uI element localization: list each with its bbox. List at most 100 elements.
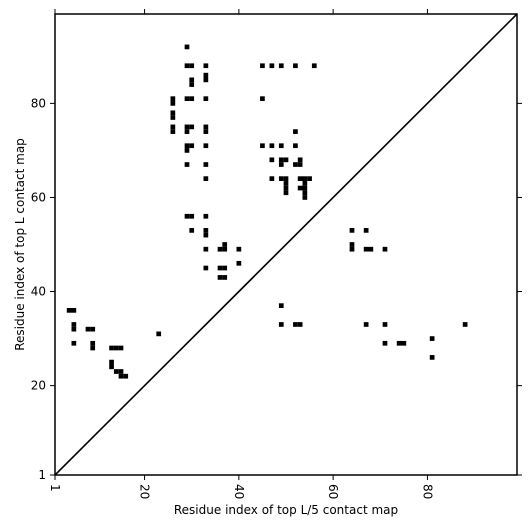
contact-point xyxy=(170,96,176,102)
contact-point xyxy=(293,63,298,69)
contact-point xyxy=(278,303,284,308)
contact-point xyxy=(293,129,298,134)
contact-point xyxy=(170,110,176,116)
contact-point xyxy=(283,157,289,163)
contact-point xyxy=(302,180,308,186)
contact-point xyxy=(189,77,195,83)
contact-point xyxy=(203,232,209,238)
contact-point xyxy=(90,326,96,332)
contact-point xyxy=(203,129,209,134)
contact-point xyxy=(349,242,355,247)
contact-point xyxy=(71,326,77,332)
contact-point xyxy=(109,359,114,365)
y-tick-label: 40 xyxy=(31,285,46,299)
contact-point xyxy=(184,143,190,149)
contact-point xyxy=(184,44,190,50)
contact-point xyxy=(297,185,303,191)
x-tick-label: 40 xyxy=(232,484,246,499)
contact-point xyxy=(302,176,308,181)
contact-point xyxy=(123,373,129,379)
contact-point xyxy=(311,63,317,69)
contact-point xyxy=(302,185,308,191)
contact-point xyxy=(217,275,223,280)
contact-point xyxy=(382,322,388,327)
contact-point xyxy=(462,322,468,327)
contact-point xyxy=(278,63,284,69)
contact-point xyxy=(222,246,228,252)
contact-point xyxy=(283,190,289,196)
contact-point xyxy=(170,129,176,134)
contact-point xyxy=(297,176,303,181)
contact-point xyxy=(203,72,209,78)
contact-point xyxy=(203,246,209,252)
contact-point xyxy=(382,246,388,252)
contact-point xyxy=(109,364,114,370)
data-marks xyxy=(66,44,468,379)
x-axis-label: Residue index of top L/5 contact map xyxy=(174,503,398,517)
contact-point xyxy=(189,228,195,233)
contact-point xyxy=(184,63,190,69)
contact-point xyxy=(260,63,265,69)
contact-point xyxy=(307,176,312,181)
contact-point xyxy=(184,124,190,130)
contact-point xyxy=(189,143,195,149)
contact-point xyxy=(278,162,284,167)
contact-point xyxy=(118,369,124,374)
contact-point xyxy=(170,115,176,120)
contact-point xyxy=(236,246,242,252)
x-tick-label: 20 xyxy=(138,484,152,499)
contact-point xyxy=(363,246,369,252)
contact-point xyxy=(71,340,77,346)
contact-point xyxy=(401,340,407,346)
contact-point xyxy=(293,322,298,327)
contact-point xyxy=(90,340,96,346)
contact-point xyxy=(203,265,209,271)
contact-point xyxy=(189,82,195,87)
contact-point xyxy=(297,322,303,327)
y-tick-label: 80 xyxy=(31,96,46,110)
contact-point xyxy=(429,336,435,341)
contact-point xyxy=(184,162,190,167)
contact-point xyxy=(236,260,242,266)
contact-point xyxy=(278,176,284,181)
contact-point xyxy=(302,195,308,200)
y-tick-label: 1 xyxy=(38,468,46,482)
contact-point xyxy=(269,63,275,69)
y-axis-label: Residue index of top L contact map xyxy=(13,138,27,351)
contact-point xyxy=(293,143,298,149)
contact-point xyxy=(184,148,190,153)
contact-point xyxy=(170,101,176,106)
contact-point xyxy=(297,157,303,163)
diagonal-line xyxy=(54,13,518,476)
contact-point xyxy=(203,162,209,167)
contact-point xyxy=(203,63,209,69)
contact-point xyxy=(283,176,289,181)
x-tick-label: 60 xyxy=(326,484,340,499)
contact-point xyxy=(203,176,209,181)
contact-point xyxy=(302,190,308,196)
contact-point xyxy=(184,96,190,102)
x-tick-label: 1 xyxy=(48,484,62,492)
contact-point xyxy=(66,308,72,313)
contact-point xyxy=(368,246,374,252)
contact-point xyxy=(222,242,228,247)
contact-point xyxy=(203,213,209,219)
contact-point xyxy=(113,345,119,351)
contact-point xyxy=(71,322,77,327)
contact-point xyxy=(349,246,355,252)
contact-point xyxy=(269,176,275,181)
contact-point xyxy=(363,228,369,233)
contact-point xyxy=(283,185,289,191)
contact-point xyxy=(363,322,369,327)
contact-point xyxy=(189,63,195,69)
contact-point xyxy=(170,124,176,130)
contact-point xyxy=(217,246,223,252)
contact-point xyxy=(118,345,124,351)
contact-point xyxy=(269,157,275,163)
plot-frame xyxy=(54,13,518,476)
contact-point xyxy=(113,369,119,374)
contact-point xyxy=(429,355,435,360)
contact-point xyxy=(297,162,303,167)
